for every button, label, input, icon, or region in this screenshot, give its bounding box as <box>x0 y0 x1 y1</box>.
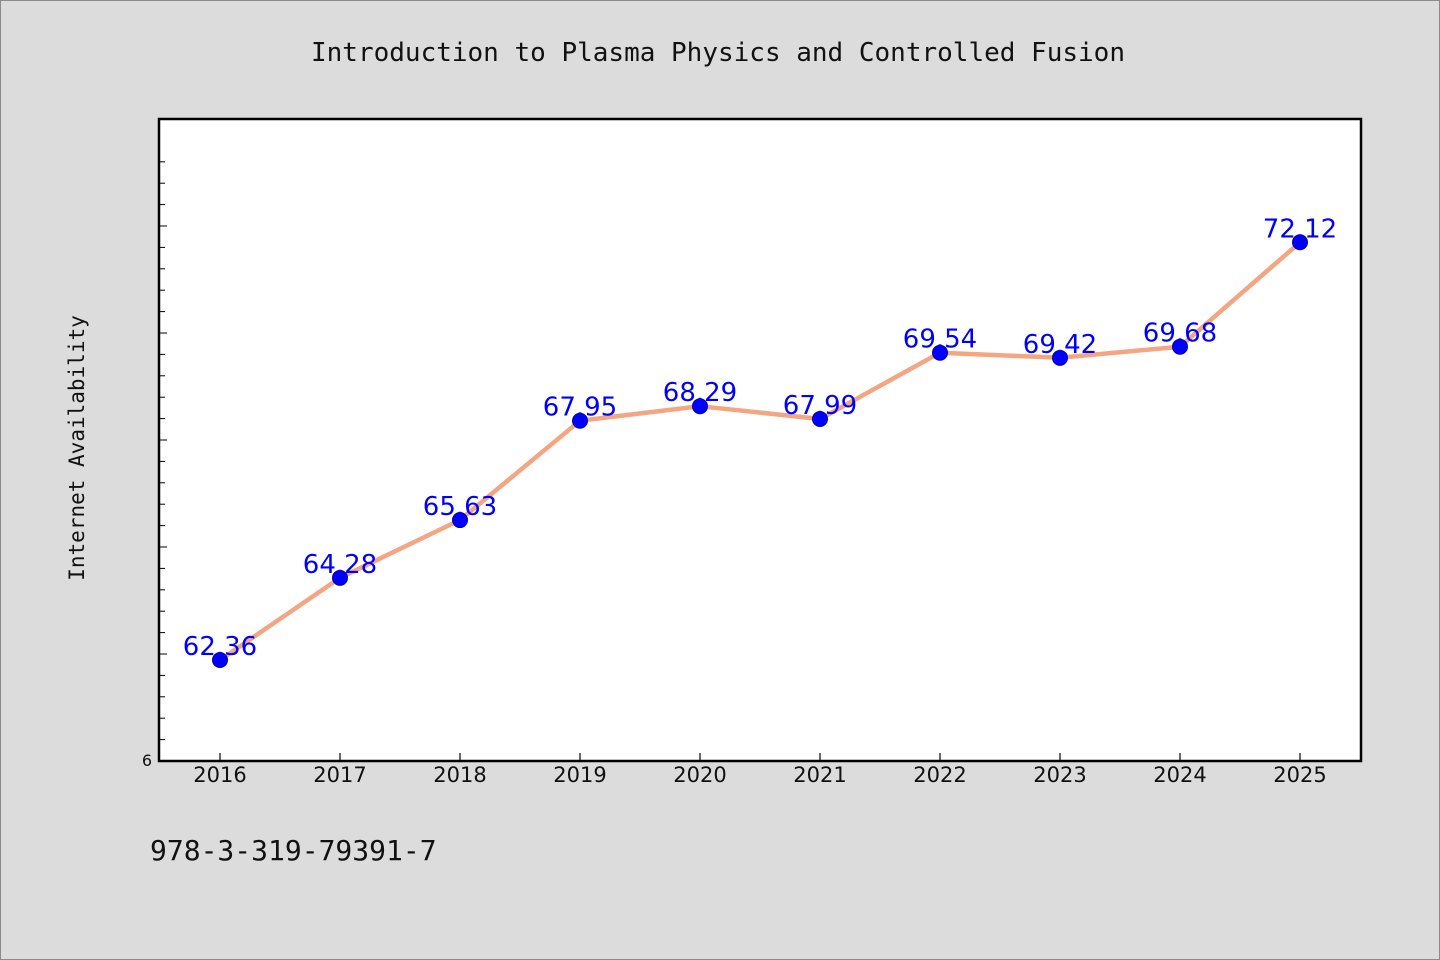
x-tick-label: 2019 <box>553 763 606 787</box>
data-label: 67.99 <box>783 391 857 421</box>
x-axis-ticks: 2016 2017 2018 2019 2020 2021 2022 2023 2024 2025 <box>193 753 1327 787</box>
x-tick-label: 2016 <box>193 763 246 787</box>
data-point <box>1292 234 1308 251</box>
x-tick-label: 2017 <box>313 763 366 787</box>
data-point <box>332 569 348 586</box>
data-label: 68.29 <box>663 378 737 408</box>
data-label: 69.68 <box>1143 319 1217 349</box>
data-label: 65.63 <box>423 492 497 522</box>
data-label: 67.95 <box>543 393 617 423</box>
data-point <box>212 651 228 668</box>
data-point <box>452 512 468 529</box>
x-tick-label: 2023 <box>1033 763 1086 787</box>
data-label: 69.54 <box>903 325 977 355</box>
data-labels: 62.36 64.28 65.63 67.95 68.29 67.99 69.54 69.42… <box>183 214 1337 662</box>
x-tick-label: 2021 <box>793 763 846 787</box>
footer-code: 978-3-319-79391-7 <box>150 834 437 867</box>
data-label: 69.42 <box>1023 330 1097 360</box>
data-point <box>932 344 948 361</box>
x-tick-label: 2025 <box>1273 763 1326 787</box>
data-point <box>572 412 588 429</box>
data-point <box>1052 349 1068 366</box>
y-axis-label: Internet Availability <box>65 315 89 581</box>
data-label: 72.12 <box>1263 214 1337 244</box>
data-point <box>692 398 708 415</box>
data-label: 62.36 <box>183 632 257 662</box>
data-label: 64.28 <box>303 550 377 580</box>
data-point <box>812 411 828 428</box>
plot-area <box>157 117 1363 763</box>
x-tick-label: 2024 <box>1153 763 1206 787</box>
series-markers <box>212 234 1308 668</box>
chart-title: Introduction to Plasma Physics and Contr… <box>311 38 1125 68</box>
series-line <box>217 240 1303 663</box>
y-axis-ticks <box>159 161 167 741</box>
x-tick-label: 2018 <box>433 763 486 787</box>
y-tick-label: 6 <box>142 751 152 770</box>
x-tick-label: 2022 <box>913 763 966 787</box>
data-point <box>1172 338 1188 355</box>
x-tick-label: 2020 <box>673 763 726 787</box>
